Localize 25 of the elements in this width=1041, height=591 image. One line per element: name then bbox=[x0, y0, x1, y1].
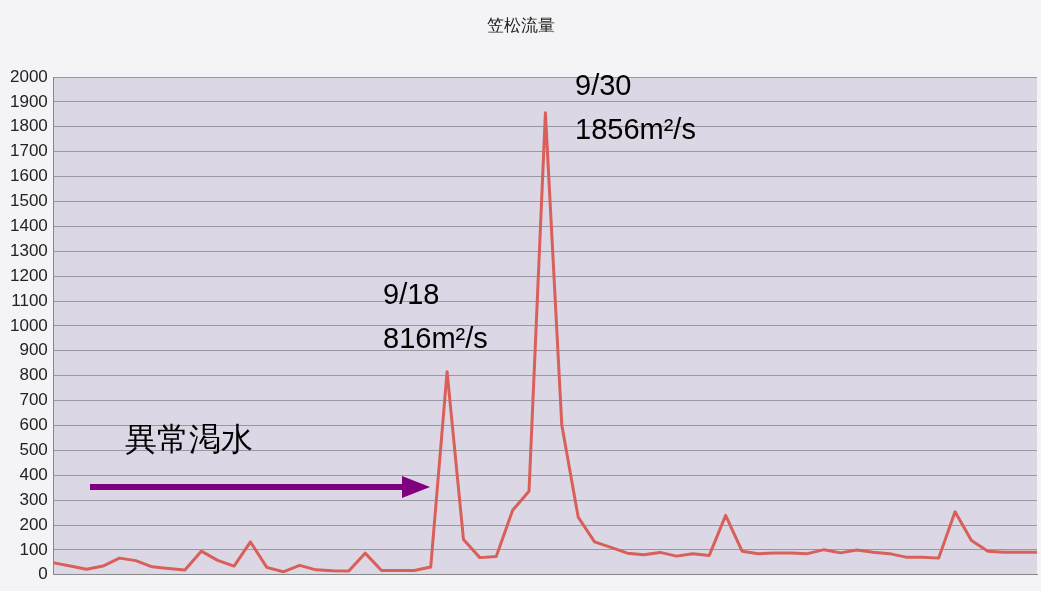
annotation: 9/18 816m²/s bbox=[383, 277, 488, 354]
y-tick-label: 900 bbox=[19, 340, 48, 360]
annotation: 9/30 1856m²/s bbox=[575, 68, 696, 145]
y-tick-label: 1700 bbox=[9, 141, 48, 161]
y-tick-label: 1500 bbox=[9, 191, 48, 211]
y-tick-label: 1000 bbox=[9, 315, 48, 335]
y-tick-label: 1800 bbox=[9, 116, 48, 136]
y-tick-label: 700 bbox=[19, 390, 48, 410]
y-tick-label: 0 bbox=[38, 564, 48, 584]
y-tick-label: 1100 bbox=[11, 290, 48, 310]
chart-title: 笠松流量 bbox=[485, 14, 556, 37]
y-tick-label: 2000 bbox=[9, 66, 48, 86]
annotation: 異常渇水 bbox=[125, 419, 253, 460]
y-tick-label: 600 bbox=[19, 415, 48, 435]
y-tick-label: 100 bbox=[19, 539, 48, 559]
y-tick-label: 1400 bbox=[9, 216, 48, 236]
y-tick-label: 1600 bbox=[9, 166, 48, 186]
y-tick-label: 300 bbox=[19, 489, 48, 509]
y-tick-label: 800 bbox=[19, 365, 48, 385]
y-tick-label: 400 bbox=[19, 464, 48, 484]
y-tick-label: 1900 bbox=[9, 91, 48, 111]
y-tick-label: 1300 bbox=[9, 240, 48, 260]
y-tick-label: 1200 bbox=[9, 265, 48, 285]
y-tick-label: 200 bbox=[19, 514, 48, 534]
y-tick-label: 500 bbox=[19, 440, 48, 460]
